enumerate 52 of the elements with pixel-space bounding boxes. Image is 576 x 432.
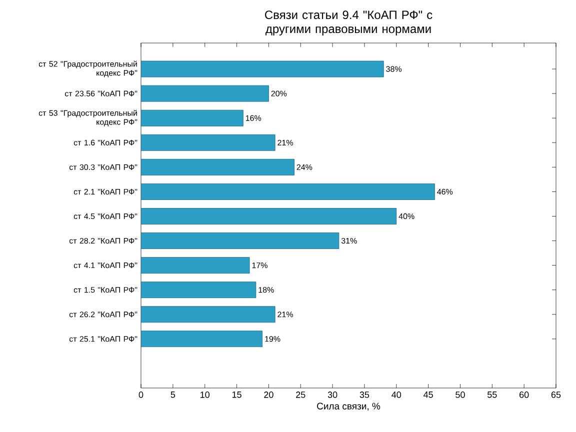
x-tick-label: 50 <box>456 392 465 398</box>
x-tick-label: 5 <box>170 392 176 398</box>
data-label: 40% <box>398 213 414 220</box>
y-tick-label: ст 28.2 "КоАП РФ" <box>69 238 138 244</box>
data-label: 20% <box>271 90 287 96</box>
data-label: 21% <box>278 140 293 146</box>
data-label: 21% <box>278 312 293 318</box>
bar <box>141 134 276 151</box>
data-label: 17% <box>252 262 268 268</box>
y-tick-label: ст 4.5 "КоАП РФ" <box>74 213 138 220</box>
data-label: 16% <box>246 115 262 121</box>
x-tick-label: 25 <box>296 392 306 398</box>
x-tick-label: 10 <box>200 392 210 398</box>
y-tick-label: ст 4.1 "КоАП РФ" <box>74 262 138 268</box>
data-label: 38% <box>386 66 402 72</box>
y-tick-label: ст 30.3 "КоАП РФ" <box>69 164 138 170</box>
bar <box>141 306 276 323</box>
x-tick-label: 15 <box>232 392 242 398</box>
bar <box>141 184 435 200</box>
data-label: 31% <box>341 238 357 244</box>
y-tick-label: ст 2.1 "КоАП РФ" <box>74 188 138 195</box>
x-tick-label: 30 <box>328 392 338 398</box>
x-tick-label: 55 <box>488 392 497 398</box>
bar <box>141 257 250 274</box>
data-label: 24% <box>296 164 312 170</box>
bar <box>141 282 256 298</box>
y-tick-label: ст 52 "Градостроительный кодекс РФ" <box>38 60 138 78</box>
data-label: 46% <box>437 188 453 195</box>
y-tick-label: ст 26.2 "КоАП РФ" <box>69 312 138 318</box>
data-label: 18% <box>258 287 274 293</box>
y-tick-label: ст 25.1 "КоАП РФ" <box>69 336 138 342</box>
chart-title: Связи статьи 9.4 "КоАП РФ" с другими правовыми нормами <box>265 10 432 36</box>
bar <box>141 208 397 224</box>
x-tick-label: 35 <box>360 392 370 398</box>
y-tick-label: ст 1.6 "КоАП РФ" <box>74 140 138 146</box>
x-tick-label: 0 <box>138 392 144 398</box>
bar <box>141 158 294 176</box>
data-label: 19% <box>265 336 280 342</box>
bar <box>141 232 340 249</box>
x-tick-label: 40 <box>392 392 402 398</box>
bar <box>141 60 384 78</box>
x-tick-label: 60 <box>520 392 529 398</box>
y-tick-label: ст 53 "Градостроительный кодекс РФ" <box>38 110 138 126</box>
x-axis-title: Сила связи, % <box>317 402 380 411</box>
bar <box>141 110 244 126</box>
x-tick-label: 65 <box>551 392 561 398</box>
y-tick-label: ст 1.5 "КоАП РФ" <box>74 287 138 293</box>
bar <box>141 85 269 102</box>
x-tick-label: 45 <box>424 392 433 398</box>
bar <box>141 330 263 348</box>
y-tick-label: ст 23.56 "КоАП РФ" <box>65 90 138 96</box>
x-tick-label: 20 <box>264 392 274 398</box>
